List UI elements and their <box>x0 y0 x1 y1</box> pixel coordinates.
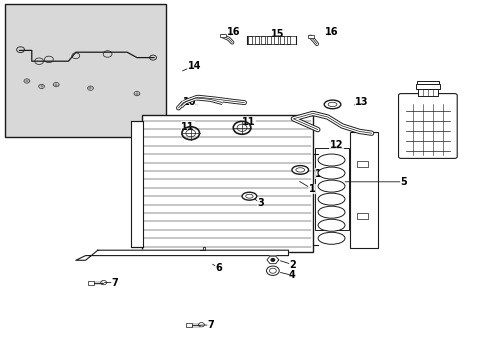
Text: 5: 5 <box>399 177 406 187</box>
Bar <box>254 36 258 44</box>
Ellipse shape <box>317 232 344 244</box>
Ellipse shape <box>291 166 308 174</box>
FancyBboxPatch shape <box>398 94 456 158</box>
Bar <box>185 323 191 327</box>
Text: 16: 16 <box>324 27 338 37</box>
Ellipse shape <box>317 180 344 192</box>
Text: 6: 6 <box>215 263 222 273</box>
Bar <box>219 34 225 37</box>
Ellipse shape <box>327 102 336 107</box>
Ellipse shape <box>317 193 344 205</box>
Bar <box>307 35 314 38</box>
Bar <box>267 36 271 44</box>
Text: 7: 7 <box>111 278 118 288</box>
Text: 4: 4 <box>288 270 295 280</box>
Text: 13: 13 <box>314 168 328 179</box>
Bar <box>5 4 166 137</box>
Bar <box>88 281 94 285</box>
Text: 15: 15 <box>270 29 284 39</box>
Text: 14: 14 <box>187 60 201 71</box>
Text: 12: 12 <box>329 140 343 150</box>
Text: 10: 10 <box>183 96 196 107</box>
Bar <box>315 148 348 230</box>
Bar <box>248 36 252 44</box>
Polygon shape <box>76 250 288 260</box>
Text: 16: 16 <box>226 27 240 37</box>
Text: 3: 3 <box>257 198 264 208</box>
Text: 1: 1 <box>308 184 315 194</box>
Bar <box>417 89 437 96</box>
Ellipse shape <box>295 168 304 172</box>
Ellipse shape <box>317 167 344 179</box>
Bar <box>415 84 439 89</box>
Text: 11: 11 <box>181 122 194 132</box>
Bar <box>142 115 312 252</box>
Ellipse shape <box>245 194 253 198</box>
Text: 7: 7 <box>207 320 214 330</box>
Bar <box>356 213 367 219</box>
Polygon shape <box>266 256 278 264</box>
Ellipse shape <box>242 192 256 200</box>
Text: 11: 11 <box>241 117 255 127</box>
Text: 2: 2 <box>288 260 295 270</box>
Ellipse shape <box>317 154 344 166</box>
Bar <box>131 121 142 247</box>
Bar <box>261 36 264 44</box>
Bar <box>416 81 438 84</box>
Text: 13: 13 <box>354 96 368 107</box>
Text: 8: 8 <box>431 98 438 108</box>
Bar <box>356 161 367 167</box>
Bar <box>280 36 284 44</box>
Ellipse shape <box>317 206 344 218</box>
Text: 9: 9 <box>425 87 432 97</box>
Bar <box>273 36 277 44</box>
Bar <box>349 132 377 248</box>
Ellipse shape <box>317 219 344 231</box>
Bar <box>286 36 290 44</box>
Ellipse shape <box>324 100 340 109</box>
Circle shape <box>270 258 274 261</box>
